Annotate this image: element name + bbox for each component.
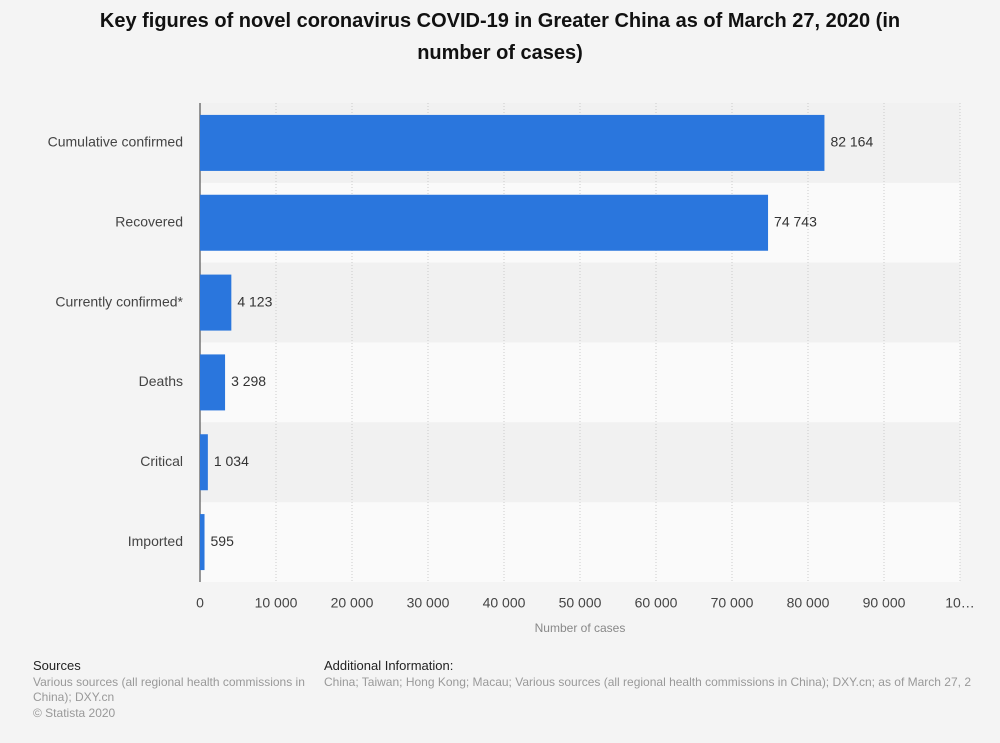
x-tick-label: 30 000 (407, 595, 450, 611)
y-tick-label: Currently confirmed* (55, 293, 183, 309)
bar (200, 434, 208, 491)
x-tick-label: 90 000 (863, 595, 906, 611)
y-tick-label: Recovered (115, 213, 183, 229)
copyright: © Statista 2020 (33, 706, 116, 720)
x-tick-label: 10 000 (255, 595, 298, 611)
x-tick-label: 10… (945, 595, 975, 611)
row-band (200, 262, 960, 343)
x-tick-label: 20 000 (331, 595, 374, 611)
y-tick-label: Deaths (139, 373, 183, 389)
x-tick-label: 50 000 (559, 595, 602, 611)
value-label: 74 743 (774, 213, 817, 229)
row-band (200, 422, 960, 503)
x-tick-label: 60 000 (635, 595, 678, 611)
value-label: 1 034 (214, 453, 249, 469)
info-title: Additional Information: (324, 658, 454, 673)
value-label: 82 164 (830, 134, 873, 150)
chart: Key figures of novel coronavirus COVID-1… (48, 10, 975, 635)
x-axis-title: Number of cases (535, 621, 626, 635)
x-tick-label: 0 (196, 595, 204, 611)
sources: Various sources (all regional health com… (33, 675, 305, 704)
chart-title: Key figures of novel coronavirus COVID-1… (100, 10, 900, 64)
value-label: 3 298 (231, 373, 266, 389)
bar (200, 514, 205, 571)
y-tick-label: Critical (140, 453, 183, 469)
bar (200, 194, 769, 251)
bar (200, 114, 825, 171)
x-tick-label: 40 000 (483, 595, 526, 611)
value-label: 595 (211, 533, 235, 549)
value-label: 4 123 (237, 293, 272, 309)
y-tick-label: Cumulative confirmed (48, 134, 183, 150)
info: China; Taiwan; Hong Kong; Macau; Various… (324, 675, 971, 689)
bar (200, 274, 232, 331)
x-tick-label: 70 000 (711, 595, 754, 611)
bar (200, 354, 226, 411)
y-tick-label: Imported (128, 533, 183, 549)
x-tick-label: 80 000 (787, 595, 830, 611)
sources-title: Sources (33, 658, 81, 673)
